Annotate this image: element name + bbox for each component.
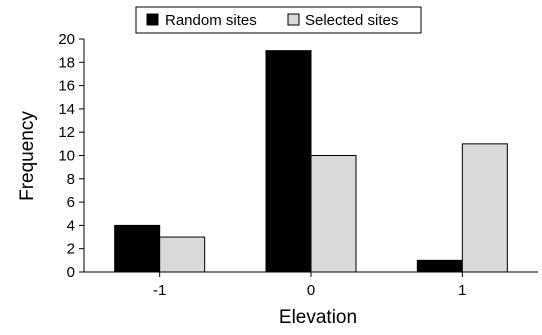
- legend-swatch-random-sites: [146, 13, 159, 26]
- legend-frame: [135, 6, 422, 34]
- y-tick-label: 14: [58, 101, 75, 118]
- y-tick-label: 20: [58, 31, 75, 48]
- legend: Random sites Selected sites: [135, 6, 422, 34]
- legend-swatch-selected-sites: [287, 13, 300, 26]
- bar-random-sites--1: [114, 224, 161, 273]
- x-tick-label: 0: [307, 282, 315, 299]
- bar-random-sites-1: [416, 259, 463, 273]
- bar-random-sites-0: [265, 50, 312, 273]
- y-tick-label: 4: [67, 217, 75, 234]
- y-tick-label: 2: [67, 241, 75, 258]
- x-axis-title: Elevation: [279, 307, 357, 328]
- y-tick-label: 12: [58, 124, 75, 141]
- y-tick-label: 0: [67, 264, 75, 281]
- y-tick-label: 18: [58, 54, 75, 71]
- x-tick-label: -1: [153, 282, 166, 299]
- y-tick-label: 16: [58, 78, 75, 95]
- bar-selected-sites-1: [461, 143, 508, 273]
- x-tick-label: 1: [458, 282, 466, 299]
- y-tick-label: 8: [67, 171, 75, 188]
- bars: [114, 50, 508, 273]
- legend-label-selected-sites: Selected sites: [305, 12, 398, 29]
- legend-label-random-sites: Random sites: [165, 12, 257, 29]
- bar-selected-sites--1: [159, 236, 206, 273]
- y-tick-label: 6: [67, 194, 75, 211]
- bar-selected-sites-0: [310, 155, 357, 273]
- y-axis-title: Frequency: [17, 111, 38, 201]
- y-tick-label: 10: [58, 148, 75, 165]
